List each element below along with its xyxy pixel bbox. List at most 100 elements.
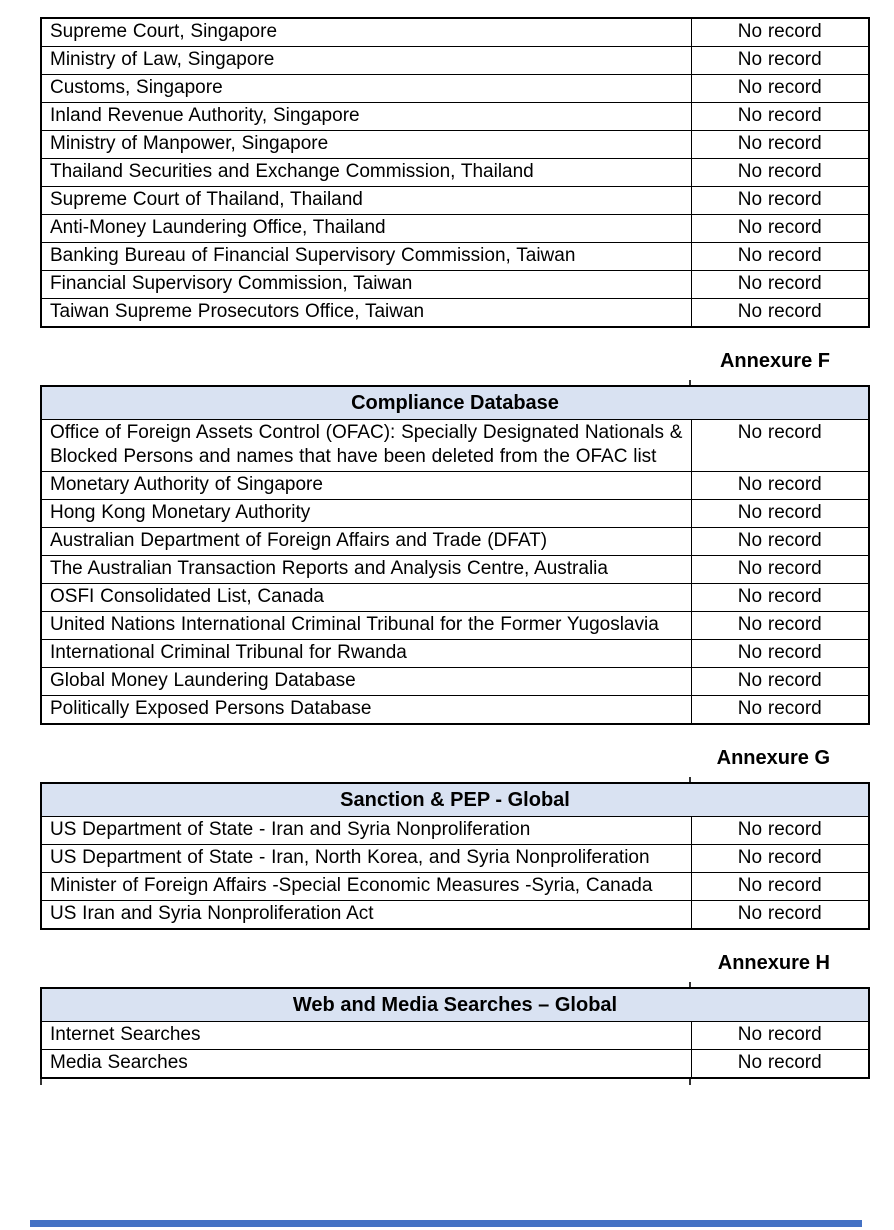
result-cell: No record [690, 639, 870, 668]
table-row: Banking Bureau of Financial Supervisory … [40, 242, 870, 271]
table-row: Anti-Money Laundering Office, Thailand No… [40, 214, 870, 243]
annexure-h-label: Annexure H [717, 952, 830, 974]
result-cell: No record [690, 214, 870, 243]
table-title: Web and Media Searches – Global [40, 987, 870, 1022]
source-cell: Office of Foreign Assets Control (OFAC):… [40, 419, 692, 472]
left-border-tick [40, 1079, 42, 1085]
table-row: The Australian Transaction Reports and A… [40, 555, 870, 584]
result-cell: No record [690, 102, 870, 131]
table-row: International Criminal Tribunal for Rwan… [40, 639, 870, 668]
source-cell: Australian Department of Foreign Affairs… [40, 527, 692, 556]
table-header-row: Web and Media Searches – Global [40, 987, 870, 1022]
web-media-table-wrap: Web and Media Searches – Global Internet… [40, 982, 870, 1085]
web-media-searches-table: Web and Media Searches – Global Internet… [40, 987, 870, 1079]
table-row: Office of Foreign Assets Control (OFAC):… [40, 419, 870, 472]
source-cell: US Iran and Syria Nonproliferation Act [40, 900, 692, 930]
result-cell: No record [690, 186, 870, 215]
result-cell: No record [690, 1021, 870, 1050]
source-cell: Inland Revenue Authority, Singapore [40, 102, 692, 131]
source-cell: Supreme Court of Thailand, Thailand [40, 186, 692, 215]
source-cell: Ministry of Manpower, Singapore [40, 130, 692, 159]
source-cell: International Criminal Tribunal for Rwan… [40, 639, 692, 668]
screening-table-continuation-wrap: Supreme Court, Singapore No record Minist… [40, 17, 870, 328]
result-cell: No record [690, 816, 870, 845]
source-cell: Customs, Singapore [40, 74, 692, 103]
sanction-pep-global-table: Sanction & PEP - Global US Department of… [40, 782, 871, 930]
source-cell: Banking Bureau of Financial Supervisory … [40, 242, 692, 271]
compliance-database-table: Compliance Database Office of Foreign As… [40, 385, 871, 725]
result-cell: No record [690, 667, 870, 696]
source-cell: Thailand Securities and Exchange Commiss… [40, 158, 692, 187]
result-cell: No record [690, 74, 870, 103]
result-cell: No record [690, 298, 870, 328]
table-row: Media Searches No record [40, 1049, 870, 1079]
source-cell: United Nations International Criminal Tr… [40, 611, 692, 640]
column-divider-tick [689, 982, 691, 987]
source-cell: Ministry of Law, Singapore [40, 46, 692, 75]
result-cell: No record [690, 158, 870, 187]
result-cell: No record [690, 611, 870, 640]
column-divider-tick [689, 1079, 691, 1085]
table-row: US Department of State - Iran and Syria … [40, 816, 870, 845]
source-cell: Taiwan Supreme Prosecutors Office, Taiwa… [40, 298, 692, 328]
screening-table-continuation: Supreme Court, Singapore No record Minist… [40, 17, 870, 328]
source-cell: Anti-Money Laundering Office, Thailand [40, 214, 692, 243]
result-cell: No record [690, 17, 870, 47]
table-row: Monetary Authority of Singapore No record [40, 471, 870, 500]
result-cell: No record [690, 46, 870, 75]
result-cell: No record [690, 130, 870, 159]
table-row: Inland Revenue Authority, Singapore No re… [40, 102, 870, 131]
table-row: Supreme Court, Singapore No record [40, 17, 870, 47]
table-row: Taiwan Supreme Prosecutors Office, Taiwa… [40, 298, 870, 328]
column-divider-tick [689, 380, 691, 385]
result-cell: No record [690, 242, 870, 271]
result-cell: No record [690, 844, 870, 873]
source-cell: Hong Kong Monetary Authority [40, 499, 692, 528]
result-cell: No record [690, 1049, 870, 1079]
source-cell: US Department of State - Iran and Syria … [40, 816, 692, 845]
table-row: Internet Searches No record [40, 1021, 870, 1050]
result-cell: No record [690, 499, 870, 528]
table-row: Politically Exposed Persons Database No r… [40, 695, 870, 725]
source-cell: Minister of Foreign Affairs -Special Eco… [40, 872, 692, 901]
table-row: Thailand Securities and Exchange Commiss… [40, 158, 870, 187]
table-row: Australian Department of Foreign Affairs… [40, 527, 870, 556]
source-cell: Financial Supervisory Commission, Taiwan [40, 270, 692, 299]
annexure-f-label: Annexure F [719, 350, 830, 372]
result-cell: No record [690, 583, 870, 612]
source-cell: OSFI Consolidated List, Canada [40, 583, 692, 612]
table-header-row: Compliance Database [40, 385, 870, 420]
table-header-row: Sanction & PEP - Global [40, 782, 870, 817]
table-row: Hong Kong Monetary Authority No record [40, 499, 870, 528]
table-row: US Iran and Syria Nonproliferation Act No… [40, 900, 870, 930]
result-cell: No record [690, 555, 870, 584]
compliance-database-table-wrap: Compliance Database Office of Foreign As… [40, 380, 871, 725]
column-divider-tick [689, 777, 691, 782]
source-cell: Media Searches [40, 1049, 692, 1079]
result-cell: No record [690, 270, 870, 299]
table-row: United Nations International Criminal Tr… [40, 611, 870, 640]
source-cell: US Department of State - Iran, North Kor… [40, 844, 692, 873]
result-cell: No record [690, 471, 870, 500]
table-title: Compliance Database [40, 385, 870, 420]
result-cell: No record [690, 419, 870, 472]
table-row: Ministry of Manpower, Singapore No record [40, 130, 870, 159]
annexure-g-label: Annexure G [716, 747, 830, 769]
result-cell: No record [690, 527, 870, 556]
result-cell: No record [690, 900, 870, 930]
table-row: Minister of Foreign Affairs -Special Eco… [40, 872, 870, 901]
table-title: Sanction & PEP - Global [40, 782, 870, 817]
table-row: US Department of State - Iran, North Kor… [40, 844, 870, 873]
source-cell: Global Money Laundering Database [40, 667, 692, 696]
table-row: Ministry of Law, Singapore No record [40, 46, 870, 75]
footer-accent-bar [30, 1220, 862, 1227]
source-cell: Supreme Court, Singapore [40, 17, 692, 47]
source-cell: Monetary Authority of Singapore [40, 471, 692, 500]
table-row: OSFI Consolidated List, Canada No record [40, 583, 870, 612]
source-cell: Politically Exposed Persons Database [40, 695, 692, 725]
table-row: Financial Supervisory Commission, Taiwan… [40, 270, 870, 299]
table-row: Customs, Singapore No record [40, 74, 870, 103]
result-cell: No record [690, 695, 870, 725]
result-cell: No record [690, 872, 870, 901]
